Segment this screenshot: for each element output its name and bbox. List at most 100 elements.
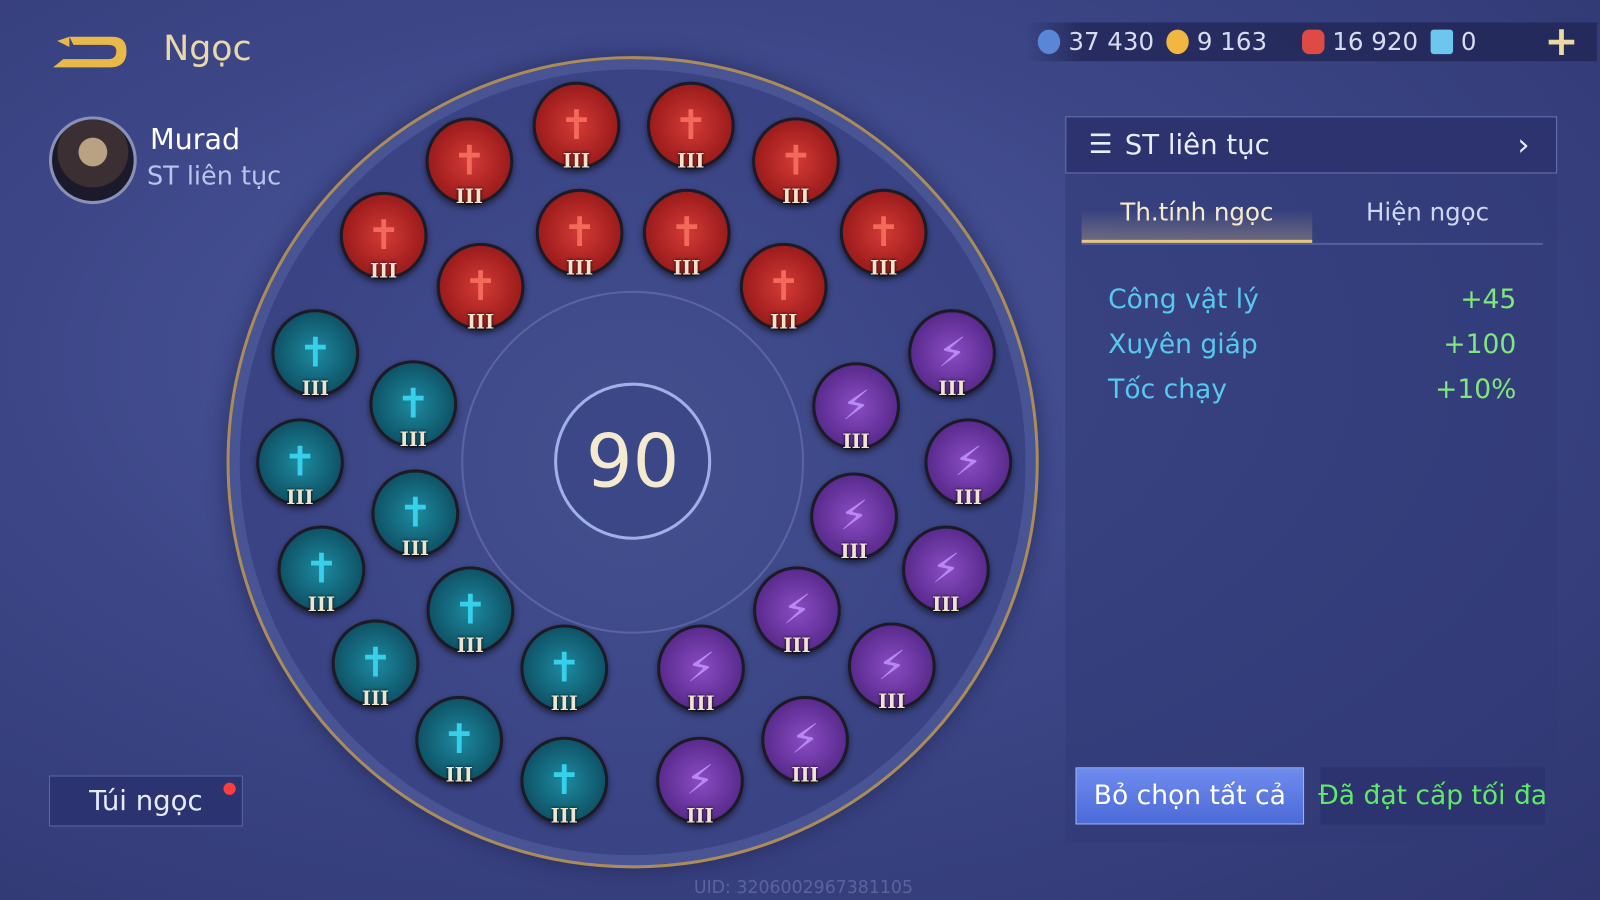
sword-icon: ✝ xyxy=(559,102,594,149)
rune-slot-red[interactable]: ✝ III xyxy=(532,81,621,173)
rune-level-label: III xyxy=(677,149,705,173)
rune-level-label: III xyxy=(870,257,898,280)
stat-value: +45 xyxy=(1460,284,1517,316)
add-currency-button[interactable]: + xyxy=(1544,18,1579,66)
lightning-icon: ⚡ xyxy=(782,586,812,634)
rune-level-label: III xyxy=(878,690,906,714)
sword-icon: ✝ xyxy=(547,757,582,805)
rune-slot-purple[interactable]: ⚡ III xyxy=(902,525,990,617)
rune-slot-red[interactable]: ✝ III xyxy=(752,117,840,209)
rune-level-label: III xyxy=(791,764,819,787)
rune-slot-red[interactable]: ✝ III xyxy=(642,188,731,280)
sword-icon: ✝ xyxy=(547,644,582,692)
currency-voucher: 0 xyxy=(1430,27,1477,57)
sword-icon: ✝ xyxy=(358,639,393,687)
tab-show-runes[interactable]: Hiện ngọc xyxy=(1365,197,1490,227)
lightning-icon: ⚡ xyxy=(841,382,871,430)
sword-icon: ✝ xyxy=(398,489,433,537)
rune-inner-ring xyxy=(461,290,805,634)
rune-level-label: III xyxy=(286,486,314,510)
rune-level-label: III xyxy=(932,593,960,617)
rune-set-name: ST liên tục xyxy=(1124,129,1270,161)
blue-gem-currency-icon xyxy=(1037,29,1061,55)
rune-slot-purple[interactable]: ⚡ III xyxy=(812,362,900,453)
rune-slot-purple[interactable]: ⚡ III xyxy=(810,472,898,563)
rune-slot-teal[interactable]: ✝ III xyxy=(520,624,609,715)
tab-rune-stats[interactable]: Th.tính ngọc xyxy=(1081,189,1313,243)
rune-slot-teal[interactable]: ✝ III xyxy=(426,566,515,657)
rune-slot-red[interactable]: ✝ III xyxy=(436,242,525,334)
rune-level-label: III xyxy=(687,692,715,716)
total-rune-level: 90 xyxy=(554,382,712,540)
rune-level-label: III xyxy=(565,257,594,280)
lightning-icon: ⚡ xyxy=(877,642,907,690)
rune-slot-teal[interactable]: ✝ III xyxy=(415,695,504,787)
sword-icon: ✝ xyxy=(304,545,339,593)
rune-slot-teal[interactable]: ✝ III xyxy=(256,418,344,510)
currency-value: 16 920 xyxy=(1332,27,1419,57)
sword-icon: ✝ xyxy=(442,716,477,764)
currency-gold: 9 163 xyxy=(1166,27,1268,57)
rune-level-label: III xyxy=(782,185,810,209)
sword-icon: ✝ xyxy=(452,137,487,185)
rune-set-selector[interactable]: ☰ ST liên tục › xyxy=(1065,116,1558,174)
sword-icon: ✝ xyxy=(298,329,333,377)
rune-slot-teal[interactable]: ✝ III xyxy=(271,309,360,400)
red-crystal-icon xyxy=(1301,29,1325,55)
lightning-icon: ⚡ xyxy=(685,757,715,805)
currency-value: 37 430 xyxy=(1068,27,1155,57)
stat-value: +100 xyxy=(1443,329,1517,361)
rune-slot-red[interactable]: ✝ III xyxy=(739,242,828,334)
rune-level-label: III xyxy=(361,687,390,711)
rune-slot-teal[interactable]: ✝ III xyxy=(371,469,460,560)
stat-name: Công vật lý xyxy=(1108,284,1259,316)
lightning-icon: ⚡ xyxy=(686,644,716,692)
sword-icon: ✝ xyxy=(766,263,801,311)
currency-value: 0 xyxy=(1460,27,1477,57)
rune-level-label: III xyxy=(550,805,578,828)
sword-icon: ✝ xyxy=(282,438,318,486)
rune-level-label: III xyxy=(455,185,483,209)
sword-icon: ✝ xyxy=(396,380,431,428)
rune-slot-teal[interactable]: ✝ III xyxy=(331,619,420,711)
page-title: Ngọc xyxy=(163,28,252,70)
rune-bag-button[interactable]: Túi ngọc xyxy=(48,775,243,827)
rune-level-label: III xyxy=(562,149,591,173)
rune-slot-teal[interactable]: ✝ III xyxy=(369,360,458,451)
rune-slot-red[interactable]: ✝ III xyxy=(839,188,928,280)
rune-slot-purple[interactable]: ⚡ III xyxy=(847,622,936,714)
rune-slot-purple[interactable]: ⚡ III xyxy=(924,418,1013,509)
rune-level-label: III xyxy=(466,311,495,334)
rune-slot-teal[interactable]: ✝ III xyxy=(277,525,366,616)
rune-slot-purple[interactable]: ⚡ III xyxy=(908,309,996,400)
rune-slot-red[interactable]: ✝ III xyxy=(535,188,624,280)
max-level-button[interactable]: Đã đạt cấp tối đa xyxy=(1318,767,1547,825)
sword-icon: ✝ xyxy=(669,209,704,257)
rune-slot-purple[interactable]: ⚡ III xyxy=(657,624,745,716)
rune-level-label: III xyxy=(673,257,701,280)
currency-blue-gem: 37 430 xyxy=(1037,27,1155,57)
rune-slot-purple[interactable]: ⚡ III xyxy=(761,695,849,787)
notification-dot xyxy=(223,782,236,795)
chevron-right-icon: › xyxy=(1517,127,1530,163)
rune-slot-purple[interactable]: ⚡ III xyxy=(656,736,744,828)
gold-coin-icon xyxy=(1166,29,1189,55)
rune-slot-red[interactable]: ✝ III xyxy=(339,191,428,283)
back-arrow-icon[interactable] xyxy=(49,29,131,74)
currency-value: 9 163 xyxy=(1196,27,1268,57)
rune-slot-red[interactable]: ✝ III xyxy=(646,81,735,173)
stat-row: Công vật lý +45 xyxy=(1108,278,1516,323)
rune-bag-label: Túi ngọc xyxy=(89,785,203,817)
sword-icon: ✝ xyxy=(562,209,597,257)
deselect-all-button[interactable]: Bỏ chọn tất cả xyxy=(1075,767,1305,825)
rune-slot-red[interactable]: ✝ III xyxy=(425,117,514,209)
rune-slot-purple[interactable]: ⚡ III xyxy=(753,566,841,657)
lightning-icon: ⚡ xyxy=(937,329,967,377)
rune-slot-teal[interactable]: ✝ III xyxy=(520,736,609,828)
rune-info-panel xyxy=(1065,116,1558,843)
stat-row: Tốc chạy +10% xyxy=(1108,367,1516,412)
hero-name: Murad xyxy=(149,122,241,157)
sword-icon: ✝ xyxy=(453,586,488,634)
hero-avatar[interactable] xyxy=(48,116,137,205)
